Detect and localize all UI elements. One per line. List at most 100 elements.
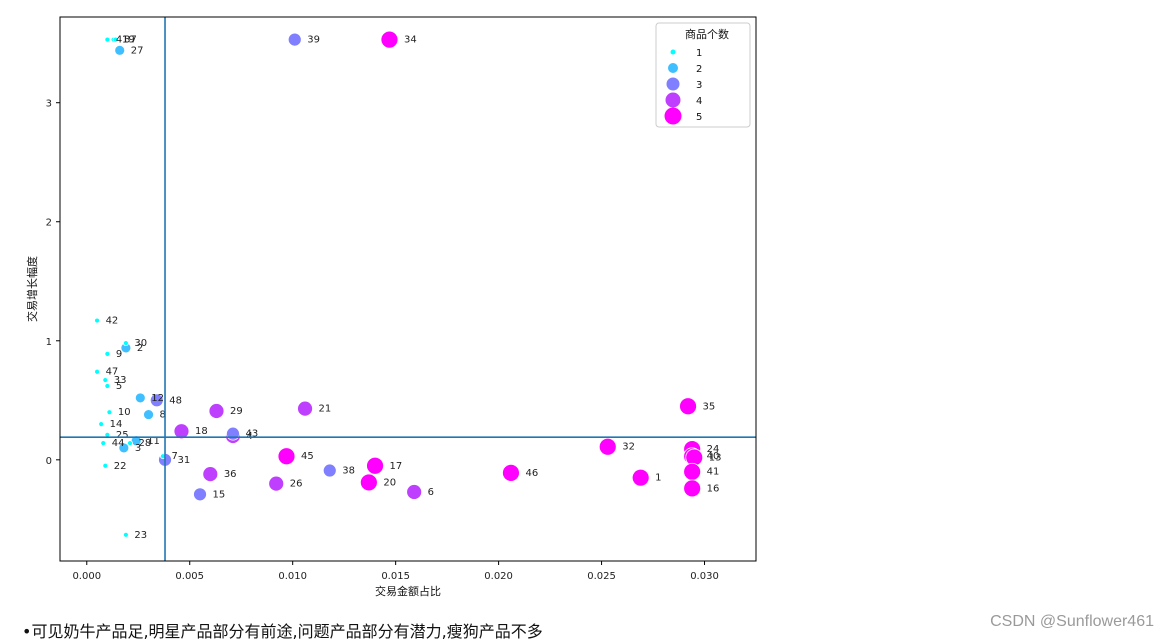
point-label: 31 (178, 455, 191, 466)
point-label: 2 (137, 343, 143, 354)
point-label: 38 (342, 466, 355, 477)
data-point (149, 393, 164, 408)
legend-label: 1 (696, 48, 702, 59)
point-label: 47 (106, 367, 119, 378)
point-label: 33 (114, 375, 127, 386)
point-label: 44 (112, 438, 125, 449)
point-label: 41 (707, 467, 720, 478)
legend-label: 2 (696, 64, 702, 75)
point-label: 14 (110, 419, 123, 430)
point-label: 11 (147, 436, 160, 447)
data-point (104, 350, 111, 357)
x-tick-label: 0.030 (690, 571, 719, 582)
point-label: 15 (213, 489, 226, 500)
point-label: 22 (114, 461, 127, 472)
point-label: 35 (703, 401, 716, 412)
legend: 商品个数 1 2 3 4 5 (655, 22, 751, 128)
data-point (102, 462, 109, 469)
point-label: 7 (171, 451, 177, 462)
point-label: 34 (404, 35, 417, 46)
data-point (631, 468, 650, 487)
legend-marker (670, 49, 676, 55)
point-label: 32 (622, 442, 635, 453)
data-point (127, 440, 133, 447)
legend-label: 3 (696, 80, 702, 91)
data-point (106, 409, 113, 416)
legend-label: 4 (696, 96, 702, 107)
point-label: 24 (707, 444, 720, 455)
point-label: 13 (709, 452, 722, 463)
chart-axes: 0.000 0.005 0.010 0.015 0.020 0.025 0.0300123交… (25, 16, 757, 598)
data-point (406, 484, 423, 500)
data-point (112, 36, 119, 43)
legend-marker (665, 92, 681, 108)
legend-label: 5 (696, 112, 702, 123)
data-point (122, 531, 129, 538)
data-point (102, 377, 109, 383)
data-point (277, 447, 296, 466)
data-point (143, 409, 154, 420)
point-label: 36 (224, 469, 237, 480)
data-point (679, 397, 697, 416)
data-point (104, 383, 111, 389)
data-point (193, 487, 207, 502)
point-label: 37 (124, 35, 137, 46)
y-tick-label: 1 (46, 337, 52, 348)
data-point (208, 403, 225, 419)
point-label: 41 (116, 35, 129, 46)
data-point (502, 464, 520, 482)
y-tick-label: 0 (46, 456, 52, 467)
data-point (122, 340, 129, 347)
point-label: 23 (134, 530, 147, 541)
data-point (297, 400, 313, 417)
data-point (114, 44, 126, 56)
point-label: 10 (118, 407, 131, 418)
legend-marker (668, 63, 678, 73)
data-point (359, 473, 378, 492)
data-point (683, 479, 702, 498)
point-label: 48 (169, 395, 182, 406)
point-label: 6 (428, 487, 434, 498)
legend-marker (664, 107, 682, 125)
x-tick-label: 0.000 (72, 571, 101, 582)
watermark-text: CSDN @Sunflower461 (990, 613, 1154, 630)
data-point (104, 36, 111, 43)
x-tick-label: 0.015 (381, 571, 410, 582)
point-label: 39 (307, 35, 320, 46)
point-label: 25 (116, 430, 129, 441)
data-point (173, 423, 190, 440)
plot-frame (59, 16, 757, 562)
point-label: 12 (151, 393, 164, 404)
point-label: 3 (135, 443, 141, 454)
point-label: 28 (139, 438, 152, 449)
point-label: 17 (390, 461, 403, 472)
point-label: 1 (655, 473, 661, 484)
point-label: 5 (116, 381, 122, 392)
point-label: 43 (245, 429, 258, 440)
data-point (322, 463, 337, 478)
x-tick-label: 0.005 (175, 571, 204, 582)
data-point (118, 442, 130, 454)
data-point (683, 462, 702, 481)
point-label: 21 (319, 404, 332, 415)
point-label: 20 (383, 477, 396, 488)
point-label: 16 (707, 483, 720, 494)
point-label: 9 (116, 349, 122, 360)
y-axis-label: 交易增长幅度 (25, 256, 39, 322)
point-label: 19 (122, 35, 135, 46)
point-label: 18 (195, 426, 208, 437)
point-label: 46 (525, 468, 538, 479)
data-point (94, 317, 100, 324)
data-point (202, 466, 219, 483)
x-tick-label: 0.010 (278, 571, 307, 582)
data-point (226, 426, 240, 441)
legend-marker (666, 77, 680, 91)
point-label: 8 (160, 410, 166, 421)
data-point (287, 32, 302, 47)
data-point (94, 368, 100, 375)
legend-title: 商品个数 (685, 27, 729, 41)
x-axis-label: 交易金额占比 (375, 584, 441, 598)
point-label: 30 (134, 338, 147, 349)
